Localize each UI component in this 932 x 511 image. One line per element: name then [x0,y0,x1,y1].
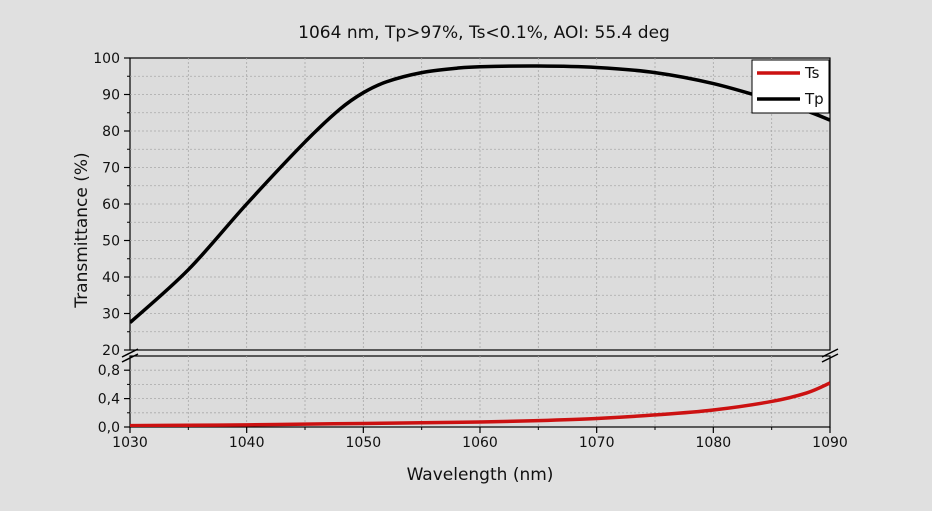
x-tick-label: 1080 [696,435,732,451]
x-tick-label: 1090 [812,435,848,451]
y-tick-label: 20 [102,343,120,359]
y-tick-label: 70 [102,161,120,177]
y-tick-label: 90 [102,88,120,104]
x-tick-label: 1070 [579,435,615,451]
series-lines [130,64,830,427]
y-tick-label: 100 [93,51,120,67]
x-axis-label: Wavelength (nm) [407,465,554,485]
y-tick-label: 40 [102,270,120,286]
y-tick-label: 0,8 [98,363,120,379]
legend-box [751,59,830,114]
grid [130,58,830,427]
y-tick-label: 60 [102,197,120,213]
series-line-ts [130,381,830,427]
x-tick-label: 1030 [112,435,148,451]
y-tick-label: 0,4 [98,392,120,408]
y-tick-label: 0,0 [98,420,120,436]
legend: Ts Tp [751,59,830,114]
legend-label-tp: Tp [804,90,824,108]
axis-break-right [821,348,839,363]
legend-label-ts: Ts [804,64,820,82]
x-tick-label: 1040 [229,435,265,451]
series-line-tp [130,64,830,324]
y-tick-label: 80 [102,124,120,140]
x-tick-label: 1050 [346,435,382,451]
y-tick-label: 50 [102,234,120,250]
axis-break-left [121,348,139,363]
y-axis-label: Transmittance (%) [72,152,92,308]
x-tick-label: 1060 [462,435,498,451]
y-tick-label: 30 [102,307,120,323]
axis-ticks: 1030 1040 1050 1060 1070 1080 1090 20 30 40 50 60 70… [93,51,848,451]
chart-title: 1064 nm, Tp>97%, Ts<0.1%, AOI: 55.4 deg [298,23,670,43]
